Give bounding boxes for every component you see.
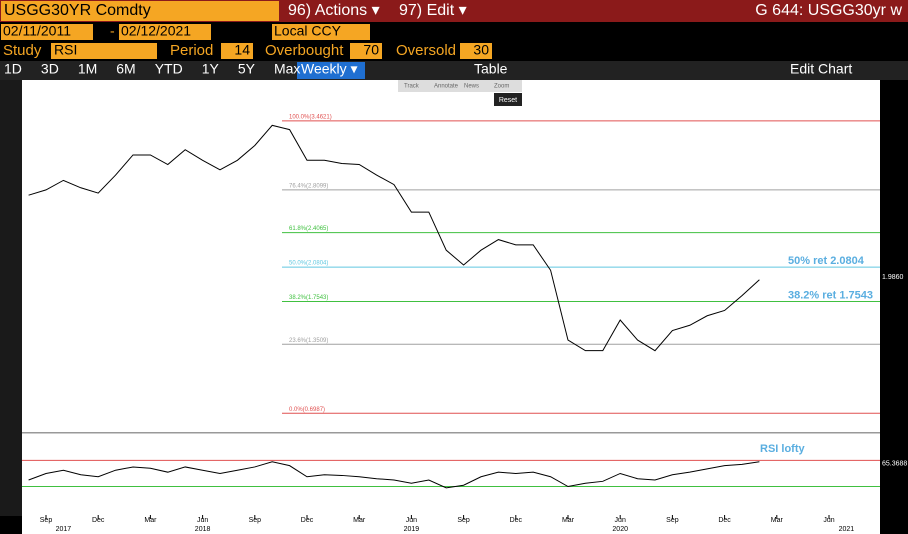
frequency-box[interactable] xyxy=(297,62,365,79)
y-tick-label: 1.0000 xyxy=(886,378,908,385)
last-price: 1.9860 xyxy=(882,274,904,281)
function-code: G 644: USGG30yr w xyxy=(755,2,902,19)
study: RSI xyxy=(54,42,77,58)
x-tick-label: Mar xyxy=(353,517,366,524)
x-tick-label: Mar xyxy=(144,517,157,524)
start-date: 02/11/2011 xyxy=(3,23,71,39)
x-tick-label: Dec xyxy=(301,517,314,524)
range-button[interactable]: Max xyxy=(274,61,300,77)
edit-chart-button[interactable]: Edit Chart xyxy=(790,61,852,77)
period-box[interactable] xyxy=(221,43,253,59)
y-tick-label: 3.5000 xyxy=(886,114,908,121)
x-tick-label: Dec xyxy=(92,517,105,524)
edit-menu[interactable]: 97) Edit ▾ xyxy=(399,2,467,19)
fib-label: 0.0%(0.6987) xyxy=(289,407,325,413)
fib-label: 100.0%(3.4621) xyxy=(289,114,332,120)
oversold-box[interactable] xyxy=(460,43,492,59)
x-tick-label: Jun xyxy=(197,517,208,524)
study-label: Study xyxy=(3,42,42,59)
x-axis-area xyxy=(22,515,880,534)
x-tick-label: Jun xyxy=(406,517,417,524)
overbought-box[interactable] xyxy=(350,43,382,59)
fib-label: 76.4%(2.8099) xyxy=(289,183,328,189)
series-line xyxy=(28,124,760,352)
rsi-last-box xyxy=(880,457,908,470)
range-button[interactable]: 1M xyxy=(78,61,97,77)
range-button[interactable]: 1Y xyxy=(202,61,220,77)
y-tick-label: 1.5000 xyxy=(886,325,908,332)
period-label: Period xyxy=(170,42,213,59)
x-tick-label: Dec xyxy=(510,517,523,524)
security-box xyxy=(1,1,279,21)
year-label: 2019 xyxy=(404,526,420,533)
tool-menu-item[interactable]: Zoom xyxy=(494,84,509,90)
chart-area xyxy=(22,80,880,516)
x-tick-label: Sep xyxy=(666,517,679,524)
x-tick-label: Sep xyxy=(249,517,262,524)
year-label: 2020 xyxy=(612,526,628,533)
range-button[interactable]: 5Y xyxy=(238,61,256,77)
oversold-label: Oversold xyxy=(396,42,456,59)
period: 14 xyxy=(234,42,250,58)
overbought-label: Overbought xyxy=(265,42,344,59)
annotation: 38.2% ret 1.7543 xyxy=(788,289,873,301)
y-tick-label: 100 xyxy=(886,438,898,445)
range-button[interactable]: 3D xyxy=(41,61,59,77)
y-tick-label: 2.5000 xyxy=(886,220,908,227)
range-bar xyxy=(0,61,908,80)
study-box[interactable] xyxy=(51,43,157,59)
actions-menu[interactable]: 96) Actions ▾ xyxy=(288,2,380,19)
reset-box[interactable] xyxy=(494,93,522,106)
side-toolbar xyxy=(0,80,22,516)
last-price-box xyxy=(880,271,908,284)
rsi-annotation: RSI lofty xyxy=(760,443,805,455)
tool-menu xyxy=(398,80,522,92)
reset[interactable]: Reset xyxy=(499,97,517,104)
fib-label: 61.8%(2.4065) xyxy=(289,226,328,232)
y-tick-label: 0 xyxy=(886,503,890,510)
series-line xyxy=(28,461,760,489)
y-tick-label: 3.0000 xyxy=(886,167,908,174)
fib-label: 38.2%(1.7543) xyxy=(289,295,328,301)
overbought: 70 xyxy=(363,42,379,58)
end-date: 02/12/2021 xyxy=(121,23,191,39)
currency-box[interactable] xyxy=(272,24,370,40)
date-sep: - xyxy=(110,23,115,39)
table-button[interactable]: Table xyxy=(474,61,508,77)
x-tick-label: Jun xyxy=(615,517,626,524)
tool-menu-item[interactable]: Track xyxy=(404,84,420,90)
fib-label: 23.6%(1.3509) xyxy=(289,338,328,344)
tool-menu-item[interactable]: News xyxy=(464,84,479,90)
currency: Local CCY xyxy=(274,23,342,39)
x-tick-label: Dec xyxy=(718,517,731,524)
year-label: 2021 xyxy=(839,526,855,533)
x-tick-label: Mar xyxy=(562,517,575,524)
date-box[interactable] xyxy=(1,24,93,40)
annotation: 50% ret 2.0804 xyxy=(788,255,865,267)
y-tick-label: 50 xyxy=(886,470,894,477)
security: USGG30YR Comdty xyxy=(4,2,151,19)
oversold: 30 xyxy=(473,42,489,58)
x-tick-label: Sep xyxy=(40,517,53,524)
x-tick-label: Jun xyxy=(823,517,834,524)
range-button[interactable]: YTD xyxy=(155,61,183,77)
rsi-last: 65.3688 xyxy=(882,460,907,467)
x-tick-label: Sep xyxy=(457,517,470,524)
tool-menu-item[interactable]: Annotate xyxy=(434,84,459,90)
year-label: 2017 xyxy=(56,526,72,533)
fib-label: 50.0%(2.0804) xyxy=(289,261,328,267)
date-box[interactable] xyxy=(119,24,211,40)
range-button[interactable]: 6M xyxy=(116,61,135,77)
panel-divider xyxy=(22,432,880,434)
year-label: 2018 xyxy=(195,526,211,533)
range-button[interactable]: 1D xyxy=(4,61,22,77)
frequency[interactable]: Weekly ▾ xyxy=(301,61,358,77)
x-tick-label: Mar xyxy=(771,517,784,524)
